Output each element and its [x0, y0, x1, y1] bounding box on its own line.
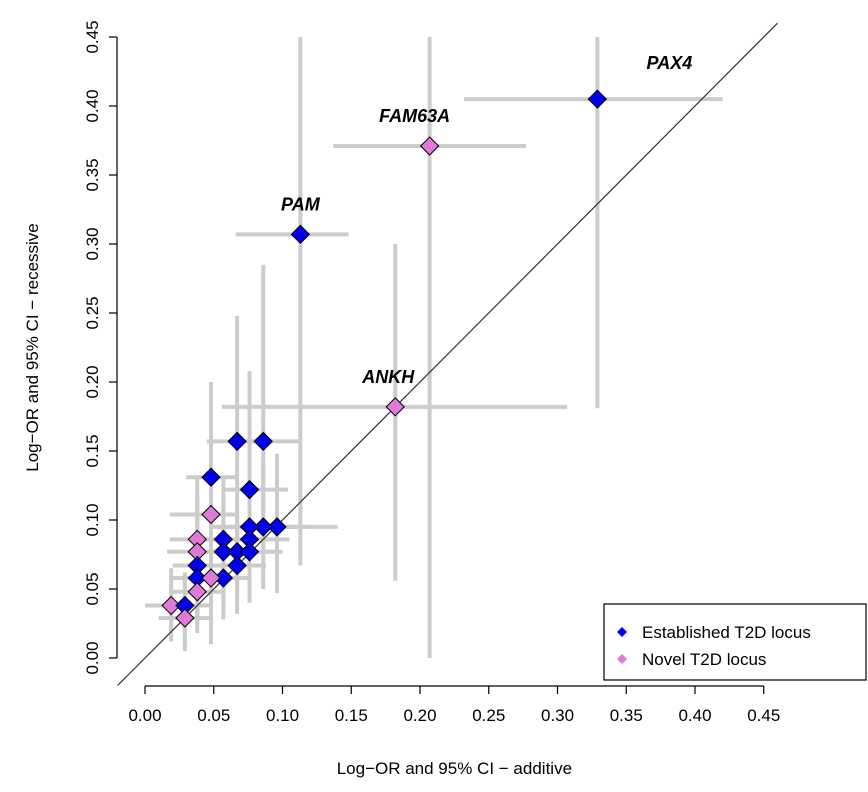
legend-items: Established T2D locus Novel T2D locus: [617, 623, 811, 669]
point-10: [253, 517, 273, 537]
point-pam: [290, 224, 311, 245]
point-23: [201, 568, 221, 588]
legend-marker-0: [617, 627, 627, 637]
y-tick-label-8: 0.40: [83, 89, 102, 122]
legend-box: [603, 603, 867, 681]
point-15: [213, 542, 234, 562]
legend-label-1: Novel T2D locus: [642, 650, 766, 669]
x-tick-label-6: 0.30: [541, 706, 574, 725]
point-pax4: [587, 89, 608, 109]
x-axis: 0.00 0.05 0.10 0.15 0.20 0.25 0.30 0.35 0.40 0.45: [128, 685, 780, 725]
point-7: [239, 479, 260, 500]
legend-marker-1: [617, 654, 627, 664]
point-labels-layer: PAX4 FAM63A PAM ANKH: [281, 53, 692, 387]
gene-label-pax4: PAX4: [647, 53, 693, 73]
y-tick-label-3: 0.15: [83, 434, 102, 467]
gene-label-fam63a: FAM63A: [379, 106, 450, 126]
point-17: [239, 542, 260, 562]
x-tick-label-1: 0.05: [197, 706, 230, 725]
point-19: [227, 555, 247, 576]
x-tick-label-7: 0.35: [610, 706, 643, 725]
x-tick-label-5: 0.25: [472, 706, 505, 725]
y-tick-label-1: 0.05: [83, 572, 102, 605]
gene-label-ankh: ANKH: [361, 367, 415, 387]
legend: Established T2D locus Novel T2D locus: [603, 603, 867, 681]
point-5: [253, 431, 273, 452]
x-tick-label-2: 0.10: [266, 706, 299, 725]
legend-label-0: Established T2D locus: [642, 623, 811, 642]
y-tick-label-0: 0.00: [83, 641, 102, 674]
y-tick-label-5: 0.25: [83, 296, 102, 329]
point-25: [161, 595, 181, 616]
y-tick-label-6: 0.30: [83, 227, 102, 260]
x-tick-label-3: 0.15: [335, 706, 368, 725]
point-ankh: [385, 397, 405, 417]
x-tick-label-9: 0.45: [747, 706, 780, 725]
gene-label-pam: PAM: [281, 194, 321, 214]
point-6: [201, 467, 221, 487]
y-tick-label-4: 0.20: [83, 365, 102, 398]
y-tick-label-2: 0.10: [83, 503, 102, 536]
x-tick-label-0: 0.00: [128, 706, 161, 725]
y-tick-label-9: 0.45: [83, 20, 102, 53]
y-tick-label-7: 0.35: [83, 158, 102, 191]
x-tick-label-4: 0.20: [403, 706, 436, 725]
point-9: [267, 517, 287, 537]
point-24: [187, 582, 207, 602]
x-tick-label-8: 0.40: [678, 706, 711, 725]
point-8: [201, 504, 221, 525]
point-4: [227, 431, 247, 452]
points-layer: [161, 89, 608, 628]
point-fam63a: [419, 136, 440, 156]
y-axis-title: Log−OR and 95% CI − recessive: [23, 223, 42, 472]
x-axis-title: Log−OR and 95% CI − additive: [337, 759, 572, 778]
y-axis: 0.00 0.05 0.10 0.15 0.20 0.25 0.30 0.35 0.40 0.45: [83, 20, 118, 675]
point-27: [175, 608, 195, 628]
